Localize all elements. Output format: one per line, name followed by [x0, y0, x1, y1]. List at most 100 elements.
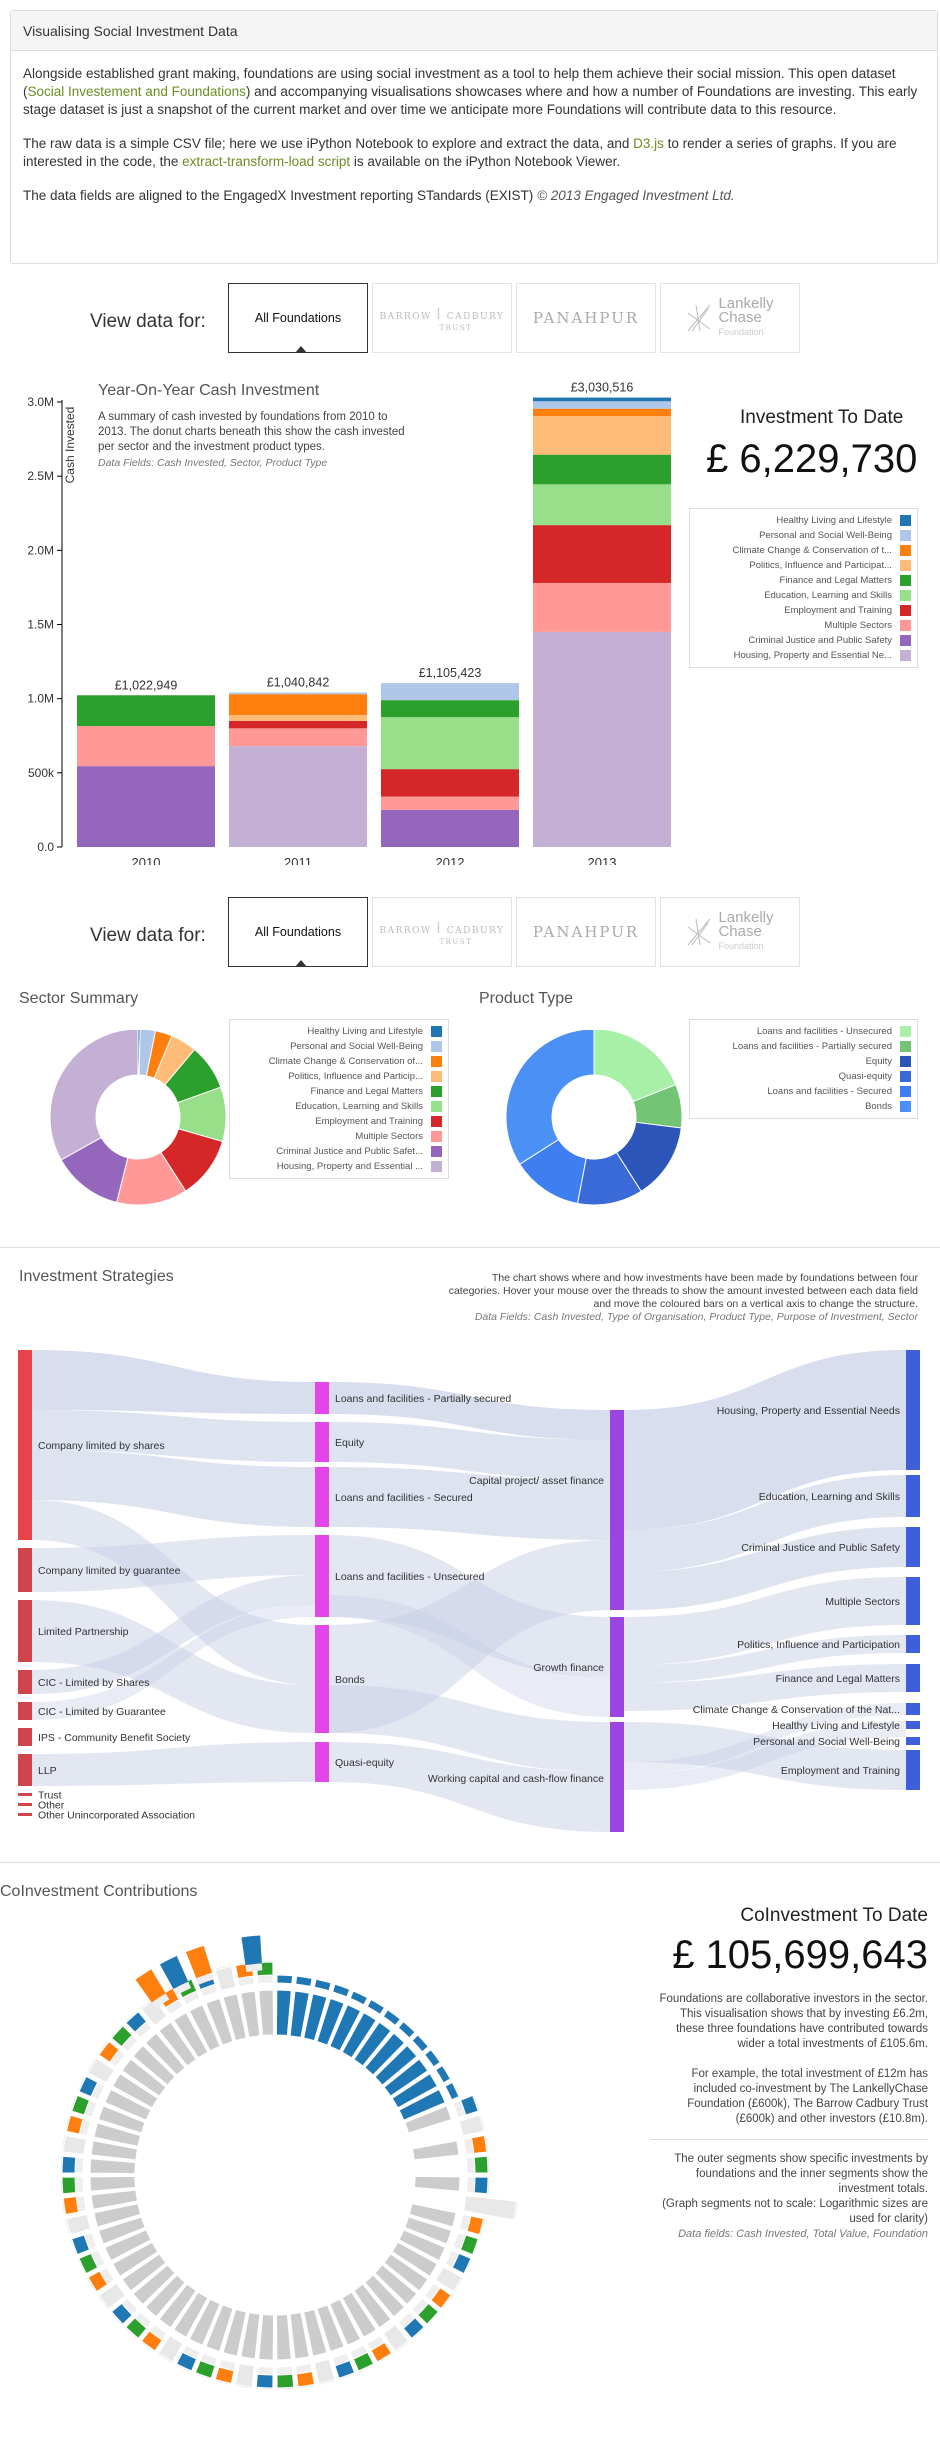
- outer-segment: [87, 2057, 115, 2084]
- y-axis-label: Cash Invested: [63, 407, 77, 484]
- all-foundations-button[interactable]: All Foundations: [228, 283, 368, 353]
- sankey-node-label: Equity: [335, 1437, 365, 1449]
- inner-segment: [258, 2313, 275, 2361]
- sankey-node-label: Loans and facilities - Partially secured: [335, 1393, 511, 1405]
- inner-segment: [132, 2264, 176, 2306]
- legend-swatch: [900, 650, 911, 661]
- inner-segment: [188, 2004, 221, 2052]
- inner-segment: [90, 2189, 139, 2210]
- inner-segment: [97, 2105, 146, 2134]
- inner-segment: [364, 2274, 406, 2318]
- sector-legend: Healthy Living and Lifestyle Personal and…: [229, 1019, 449, 1179]
- sankey-node-sector: [906, 1350, 920, 1470]
- bar-segment: [77, 695, 215, 727]
- bar-segment: [533, 484, 671, 526]
- y-tick-label: 2.5M: [27, 469, 54, 483]
- legend-swatch: [431, 1071, 442, 1082]
- inner-segment: [353, 2021, 392, 2067]
- sankey-node-purpose: [610, 1722, 624, 1832]
- d3js-link[interactable]: D3.js: [633, 136, 664, 151]
- outer-segment: [430, 2287, 452, 2310]
- sankey-node-label: Company limited by shares: [38, 1440, 165, 1452]
- legend-item: Finance and Legal Matters: [236, 1084, 442, 1099]
- panahpur-button[interactable]: PANAHPUR: [516, 897, 656, 967]
- dataset-link[interactable]: Social Investement and Foundations: [27, 84, 246, 99]
- coinvestment-radial-chart: [60, 1935, 520, 2391]
- lankelly-chase-button[interactable]: Lankelly Chase Foundation: [660, 283, 800, 353]
- lankelly-chase-button[interactable]: Lankelly Chase Foundation: [660, 897, 800, 967]
- legend-item: Finance and Legal Matters: [696, 573, 911, 588]
- inner-segment: [275, 2313, 292, 2361]
- bar-total-label: £3,030,516: [571, 381, 634, 395]
- legend-item: Criminal Justice and Public Safety: [696, 633, 911, 648]
- inner-segment: [316, 2304, 345, 2353]
- inner-segment: [411, 2189, 460, 2210]
- legend-swatch: [900, 1056, 911, 1067]
- lankelly-chase-logo: Lankelly Chase Foundation: [686, 910, 774, 953]
- sankey-flow: [329, 1742, 610, 1832]
- all-foundations-button[interactable]: All Foundations: [228, 897, 368, 967]
- sankey-flow: [624, 1577, 906, 1665]
- inner-segment: [205, 1997, 234, 2046]
- inner-segment: [121, 2253, 167, 2292]
- sankey-node-label: LLP: [38, 1765, 57, 1777]
- bar-segment: [381, 769, 519, 797]
- inner-segment: [93, 2122, 142, 2147]
- sankey-node-sector: [906, 1635, 920, 1653]
- inner-segment: [97, 2216, 146, 2245]
- sankey-node-label: Climate Change & Conservation of the Nat…: [693, 1704, 900, 1716]
- inner-segment: [158, 2021, 197, 2067]
- legend-item: Education, Learning and Skills: [236, 1099, 442, 1114]
- sankey-node-product: [315, 1625, 329, 1733]
- legend-swatch: [900, 545, 911, 556]
- sankey-node-label: Loans and facilities - Secured: [335, 1492, 473, 1504]
- sankey-node-sector: [906, 1577, 920, 1625]
- inner-segment: [121, 2058, 167, 2097]
- outer-segment: [402, 2317, 425, 2339]
- sankey-node-sector: [906, 1721, 920, 1729]
- y-tick-label: 1.0M: [27, 692, 54, 706]
- sankey-node-sector: [906, 1737, 920, 1745]
- outer-segment: [451, 2252, 472, 2275]
- sankey-node-label: Multiple Sectors: [825, 1596, 900, 1608]
- sankey-flow: [329, 1540, 610, 1733]
- coinvestment-divider: [650, 2139, 928, 2140]
- etl-script-link[interactable]: extract-transform-load script: [182, 154, 351, 169]
- legend-item: Personal and Social Well-Being: [236, 1039, 442, 1054]
- inner-segment: [289, 1990, 310, 2039]
- investment-to-date-value: £ 6,229,730: [706, 437, 918, 481]
- inner-segment: [411, 2140, 460, 2161]
- legend-item: Employment and Training: [236, 1114, 442, 1129]
- sankey-flow: [624, 1664, 906, 1711]
- outer-segment: [65, 2114, 84, 2135]
- sankey-node-label: Bonds: [335, 1674, 365, 1686]
- outer-segment: [214, 2366, 235, 2385]
- legend-item-label: Finance and Legal Matters: [310, 1086, 423, 1097]
- barrow-cadbury-button[interactable]: BARROW ǀ CADBURY TRUST: [372, 283, 512, 353]
- outer-segment: [473, 2155, 489, 2174]
- coinvestment-paragraph-3: The outer segments show specific investm…: [674, 2153, 928, 2195]
- yoy-chart-title: Year-On-Year Cash Investment: [98, 382, 320, 399]
- sankey-flow: [624, 1722, 906, 1790]
- bar-segment: [533, 454, 671, 485]
- sankey-node-label: Housing, Property and Essential Needs: [717, 1405, 900, 1417]
- x-tick-label: 2011: [284, 855, 312, 865]
- sankey-node-product: [315, 1535, 329, 1617]
- sankey-flow: [624, 1703, 906, 1774]
- bar-total-label: £1,105,423: [419, 666, 482, 680]
- section-divider: [0, 1247, 940, 1248]
- panahpur-logo: PANAHPUR: [532, 309, 640, 327]
- panahpur-button[interactable]: PANAHPUR: [516, 283, 656, 353]
- legend-item: Healthy Living and Lifestyle: [236, 1024, 442, 1039]
- outer-segment: [296, 2370, 316, 2388]
- outer-segment: [417, 2302, 439, 2325]
- outer-segment: [61, 2155, 77, 2174]
- bar-segment: [533, 416, 671, 455]
- legend-item: Loans and facilities - Secured: [696, 1084, 911, 1099]
- sankey-node-label: Quasi-equity: [335, 1757, 395, 1769]
- barrow-cadbury-button[interactable]: BARROW ǀ CADBURY TRUST: [372, 897, 512, 967]
- legend-item: Healthy Living and Lifestyle: [696, 513, 911, 528]
- sankey-flow: [32, 1500, 315, 1685]
- sankey-node-org: [18, 1350, 32, 1540]
- bar-segment: [533, 401, 671, 409]
